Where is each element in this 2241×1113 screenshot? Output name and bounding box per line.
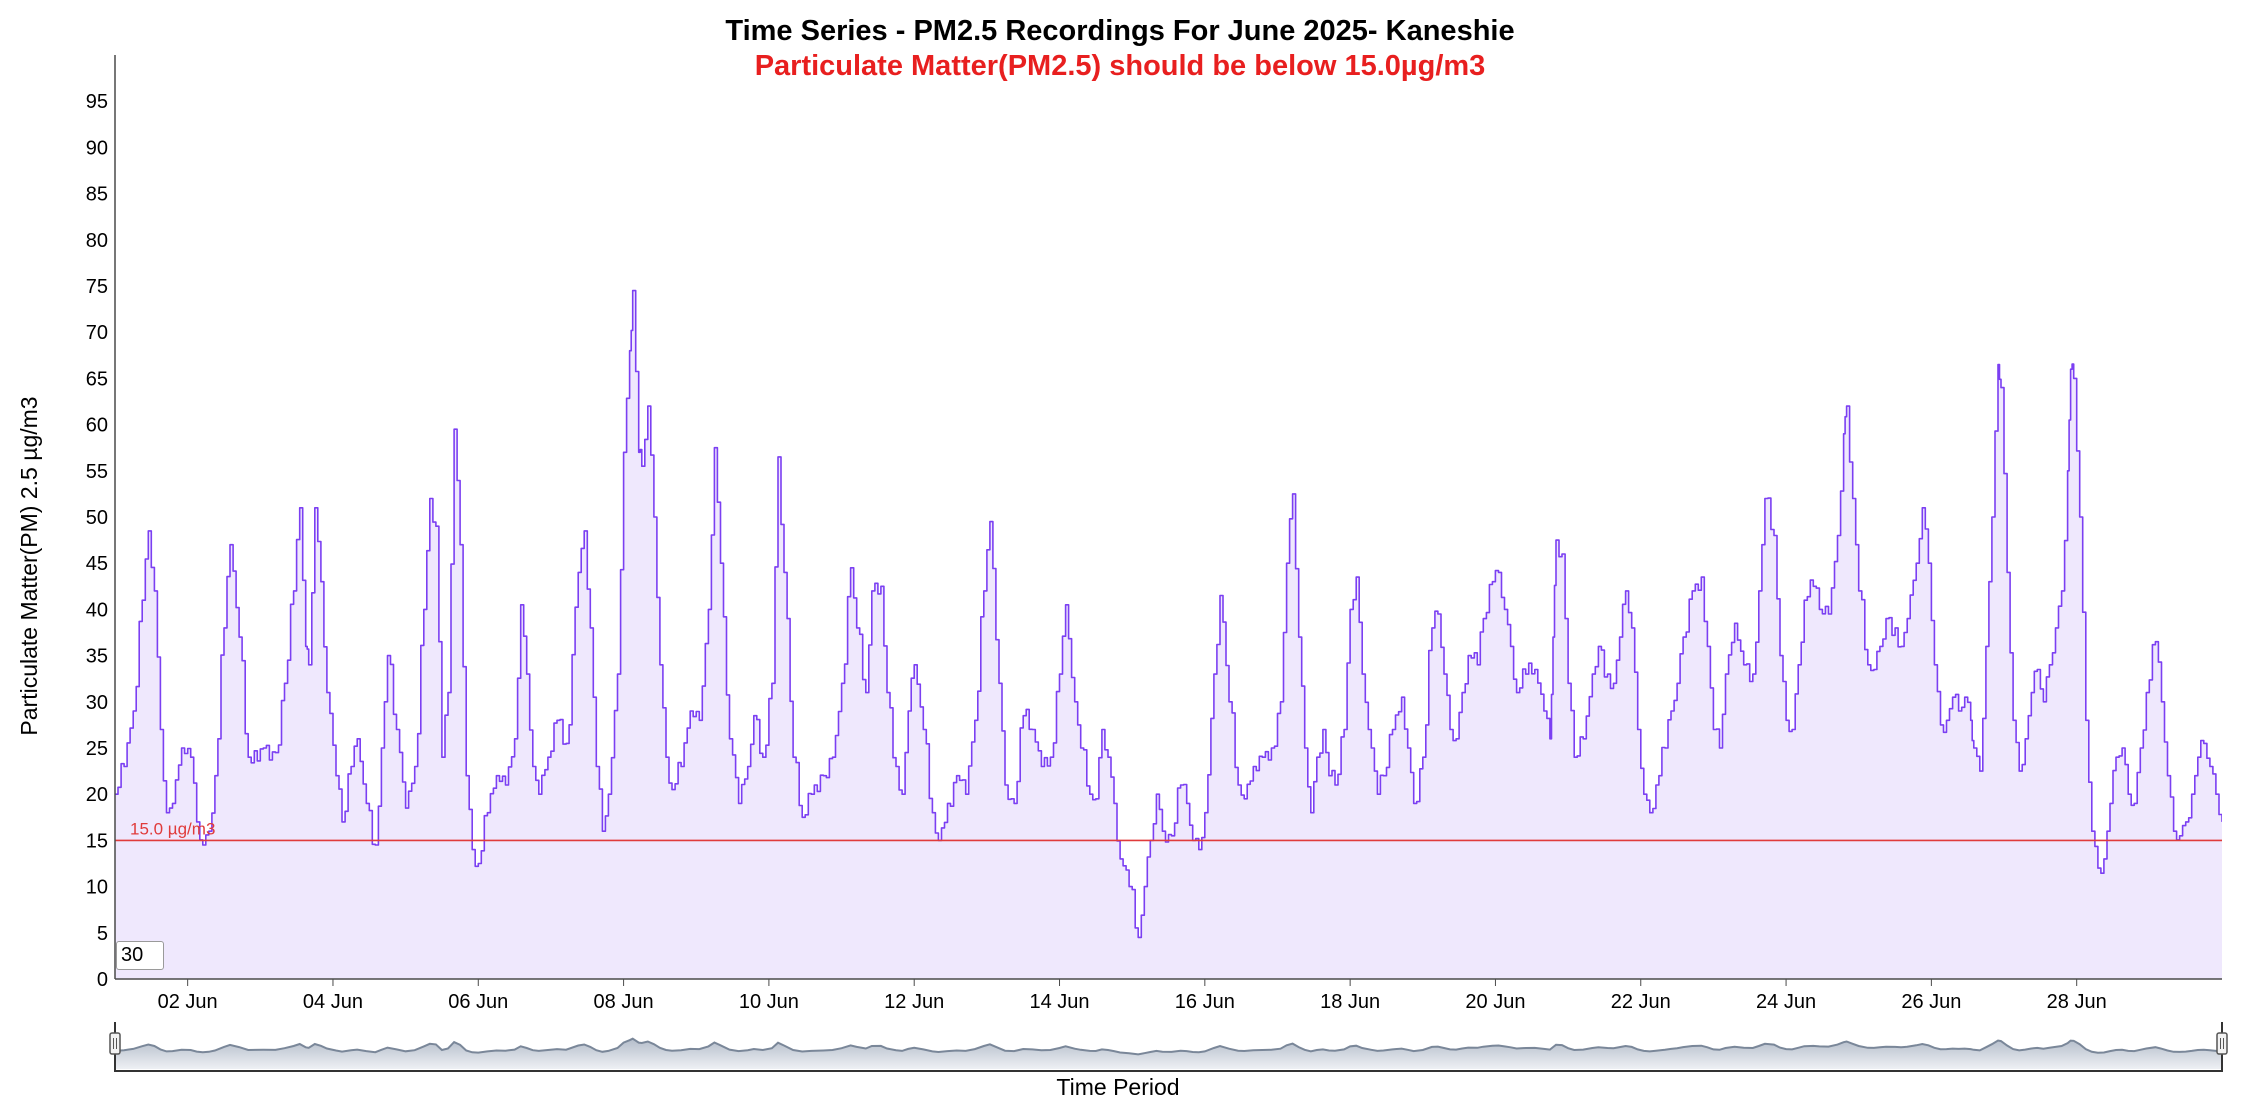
range-navigator[interactable] [109,1022,2228,1072]
x-tick-label: 12 Jun [884,991,944,1013]
x-tick-label: 28 Jun [2047,991,2107,1013]
x-tick-label: 20 Jun [1465,991,1525,1013]
y-tick-label: 30 [86,692,108,714]
y-tick-label: 70 [86,322,108,344]
y-tick-label: 75 [86,276,108,298]
y-axis-title: Particulate Matter(PM) 2.5 µg/m3 [16,396,42,735]
y-tick-label: 20 [86,784,108,806]
y-tick-label: 90 [86,137,108,159]
y-tick-label: 10 [86,877,108,899]
series-area [115,290,2222,980]
rolling-window-input[interactable] [116,941,164,970]
navigator-right-handle[interactable] [2216,1032,2228,1055]
threshold-label: 15.0 µg/m3 [130,819,215,838]
y-tick-label: 60 [86,415,108,437]
y-tick-label: 50 [86,507,108,529]
y-tick-label: 25 [86,738,108,760]
x-tick-label: 06 Jun [448,991,508,1013]
y-tick-label: 85 [86,184,108,206]
x-axis-title: Time Period [1056,1074,1179,1100]
y-tick-label: 95 [86,91,108,113]
x-tick-label: 26 Jun [1901,991,1961,1013]
x-tick-label: 24 Jun [1756,991,1816,1013]
x-tick-label: 16 Jun [1175,991,1235,1013]
y-tick-label: 45 [86,553,108,575]
x-tick-label: 10 Jun [739,991,799,1013]
y-tick-label: 40 [86,599,108,621]
y-tick-label: 5 [97,923,108,945]
y-tick-label: 80 [86,230,108,252]
navigator-line [114,1037,2223,1056]
y-tick-label: 35 [86,646,108,668]
x-tick-label: 08 Jun [594,991,654,1013]
navigator-left-handle[interactable] [109,1032,121,1055]
x-axis-ticks: 02 Jun 04 Jun 06 Jun 08 Jun 10 Jun 12 Jun 14 J… [158,979,2107,1013]
plot-area: 15.0 µg/m3 [115,289,2222,980]
y-tick-label: 15 [86,830,108,852]
y-tick-label: 0 [97,969,108,991]
chart-title: Time Series - PM2.5 Recordings For June … [725,15,1514,47]
x-tick-label: 18 Jun [1320,991,1380,1013]
series-line [115,289,2222,939]
y-axis-ticks: 0 5 10 15 20 25 30 35 40 45 50 55 60 65 70 75 80 85 90 95 [86,91,108,991]
x-tick-label: 04 Jun [303,991,363,1013]
y-tick-label: 65 [86,368,108,390]
y-tick-label: 55 [86,461,108,483]
x-tick-label: 14 Jun [1029,991,1089,1013]
x-tick-label: 22 Jun [1611,991,1671,1013]
chart-subtitle: Particulate Matter(PM2.5) should be belo… [755,50,1486,82]
x-tick-label: 02 Jun [158,991,218,1013]
